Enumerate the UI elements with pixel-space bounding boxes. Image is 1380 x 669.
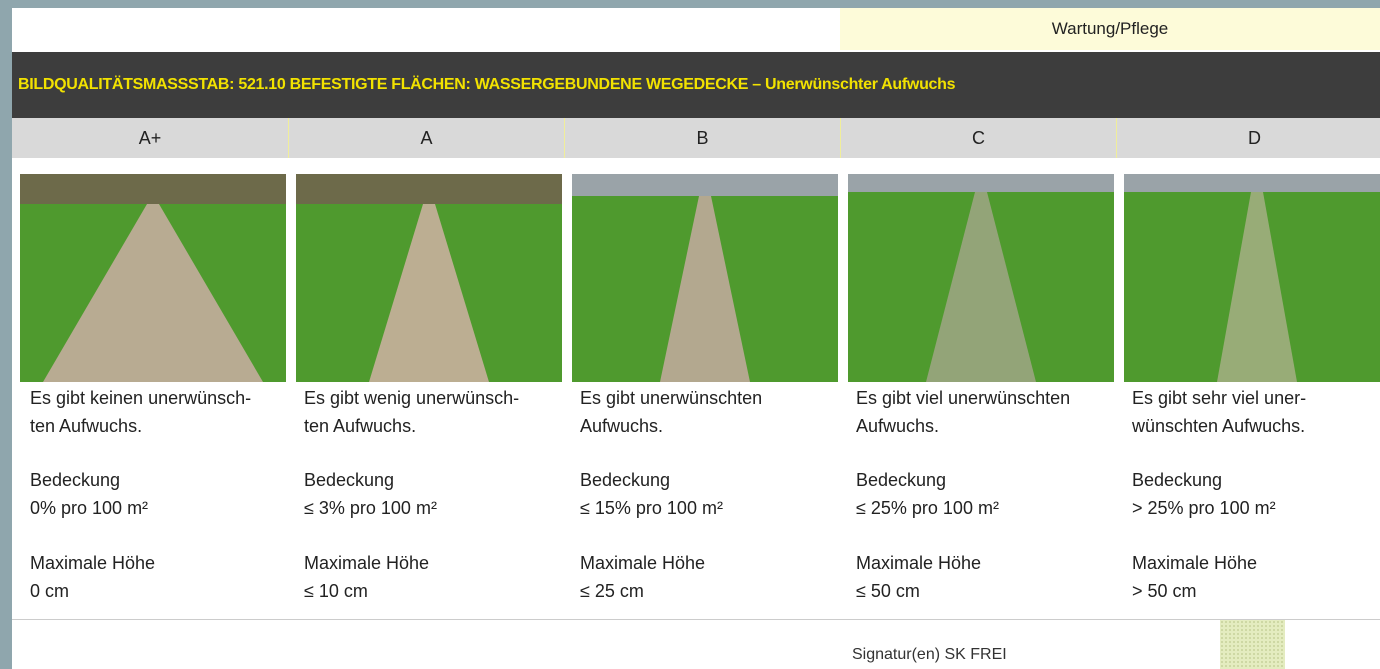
height-value: 0 cm xyxy=(30,581,69,602)
description-line: Es gibt viel unerwünschten xyxy=(856,388,1070,409)
description-line: Aufwuchs. xyxy=(580,416,663,437)
description-line: Es gibt sehr viel uner- xyxy=(1132,388,1306,409)
grade-label: A xyxy=(288,118,564,158)
coverage-label: Bedeckung xyxy=(304,470,394,491)
height-label: Maximale Höhe xyxy=(1132,553,1257,574)
height-label: Maximale Höhe xyxy=(856,553,981,574)
height-value: > 50 cm xyxy=(1132,581,1197,602)
coverage-label: Bedeckung xyxy=(30,470,120,491)
coverage-value: ≤ 25% pro 100 m² xyxy=(856,498,999,519)
divider xyxy=(12,619,1380,620)
description-line: Aufwuchs. xyxy=(856,416,939,437)
description-line: Es gibt wenig unerwünsch- xyxy=(304,388,519,409)
grade-label: D xyxy=(1116,118,1380,158)
grade-label: B xyxy=(564,118,840,158)
height-label: Maximale Höhe xyxy=(580,553,705,574)
coverage-label: Bedeckung xyxy=(580,470,670,491)
signature-swatch xyxy=(1220,620,1285,669)
coverage-value: > 25% pro 100 m² xyxy=(1132,498,1276,519)
height-value: ≤ 10 cm xyxy=(304,581,368,602)
description-line: ten Aufwuchs. xyxy=(304,416,416,437)
height-value: ≤ 25 cm xyxy=(580,581,644,602)
coverage-value: ≤ 15% pro 100 m² xyxy=(580,498,723,519)
coverage-value: ≤ 3% pro 100 m² xyxy=(304,498,437,519)
description-line: wünschten Aufwuchs. xyxy=(1132,416,1305,437)
document: Wartung/Pflege BILDQUALITÄTSMASSSTAB: 52… xyxy=(12,8,1380,669)
coverage-label: Bedeckung xyxy=(1132,470,1222,491)
title-bar: BILDQUALITÄTSMASSSTAB: 521.10 BEFESTIGTE… xyxy=(12,52,1380,118)
height-label: Maximale Höhe xyxy=(30,553,155,574)
signature-label: Signatur(en) SK FREI xyxy=(852,646,1007,664)
title: BILDQUALITÄTSMASSSTAB: 521.10 BEFESTIGTE… xyxy=(18,52,955,118)
description-line: Es gibt keinen unerwünsch- xyxy=(30,388,251,409)
grade-label: C xyxy=(840,118,1116,158)
description-line: Es gibt unerwünschten xyxy=(580,388,762,409)
coverage-value: 0% pro 100 m² xyxy=(30,498,148,519)
height-label: Maximale Höhe xyxy=(304,553,429,574)
page: Wartung/Pflege BILDQUALITÄTSMASSSTAB: 52… xyxy=(0,0,1380,669)
coverage-label: Bedeckung xyxy=(856,470,946,491)
photos xyxy=(12,174,1380,382)
section-tab: Wartung/Pflege xyxy=(840,8,1380,50)
grade-label: A+ xyxy=(12,118,288,158)
height-value: ≤ 50 cm xyxy=(856,581,920,602)
description-line: ten Aufwuchs. xyxy=(30,416,142,437)
